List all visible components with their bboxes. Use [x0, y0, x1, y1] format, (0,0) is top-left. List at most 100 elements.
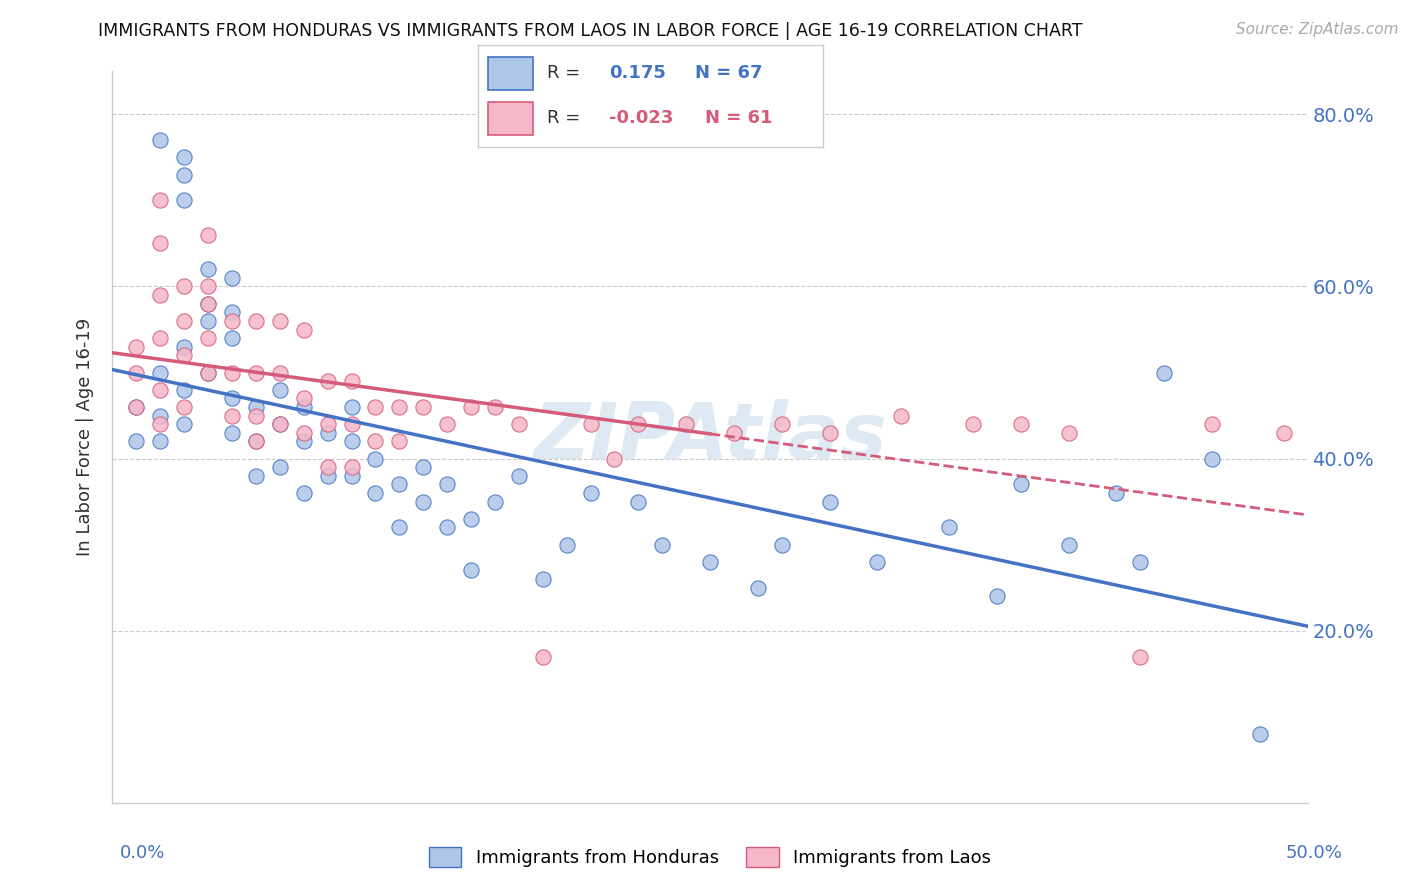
Point	[627, 417, 650, 432]
Point	[388, 400, 411, 414]
Point	[866, 555, 889, 569]
Point	[197, 262, 219, 277]
Point	[340, 374, 363, 388]
Point	[221, 305, 243, 319]
Point	[555, 538, 578, 552]
Point	[316, 374, 339, 388]
Bar	[488, 57, 533, 90]
Point	[699, 555, 721, 569]
Text: N = 67: N = 67	[695, 64, 762, 82]
Point	[245, 468, 267, 483]
Text: R =: R =	[547, 110, 581, 128]
Point	[316, 425, 339, 440]
Point	[245, 366, 267, 380]
Point	[245, 400, 267, 414]
Point	[1272, 425, 1295, 440]
Point	[412, 460, 434, 475]
Point	[1201, 451, 1223, 466]
Point	[173, 194, 195, 208]
Point	[316, 417, 339, 432]
Point	[269, 383, 291, 397]
Point	[364, 400, 387, 414]
Point	[770, 538, 793, 552]
Point	[818, 425, 841, 440]
Text: 0.0%: 0.0%	[120, 844, 165, 862]
Point	[292, 392, 315, 406]
Point	[149, 417, 172, 432]
Point	[125, 340, 148, 354]
Point	[173, 314, 195, 328]
Point	[149, 434, 172, 449]
Point	[269, 417, 291, 432]
Point	[221, 331, 243, 345]
Point	[197, 279, 219, 293]
Point	[316, 460, 339, 475]
Point	[1153, 366, 1175, 380]
Point	[149, 236, 172, 251]
Point	[125, 366, 148, 380]
Point	[221, 392, 243, 406]
Point	[149, 366, 172, 380]
Point	[484, 400, 506, 414]
Point	[508, 468, 530, 483]
Point	[412, 494, 434, 508]
Point	[292, 400, 315, 414]
Point	[340, 400, 363, 414]
Point	[460, 564, 482, 578]
Point	[173, 150, 195, 164]
Point	[436, 417, 458, 432]
Point	[245, 314, 267, 328]
Point	[292, 322, 315, 336]
Point	[125, 400, 148, 414]
Bar	[488, 102, 533, 135]
Point	[149, 133, 172, 147]
Point	[436, 520, 458, 534]
Point	[269, 314, 291, 328]
Text: R =: R =	[547, 64, 581, 82]
Point	[675, 417, 697, 432]
Point	[149, 383, 172, 397]
Point	[818, 494, 841, 508]
Point	[651, 538, 673, 552]
Point	[484, 494, 506, 508]
Point	[1010, 417, 1032, 432]
Point	[292, 486, 315, 500]
Point	[531, 649, 554, 664]
Point	[173, 400, 195, 414]
Point	[1201, 417, 1223, 432]
Point	[245, 434, 267, 449]
Point	[1057, 425, 1080, 440]
Point	[197, 227, 219, 242]
Point	[412, 400, 434, 414]
Point	[173, 383, 195, 397]
Point	[436, 477, 458, 491]
Point	[173, 340, 195, 354]
Point	[364, 451, 387, 466]
Point	[723, 425, 745, 440]
Point	[197, 314, 219, 328]
Point	[221, 425, 243, 440]
Point	[890, 409, 912, 423]
Point	[197, 331, 219, 345]
Point	[460, 400, 482, 414]
Point	[221, 409, 243, 423]
Point	[1249, 727, 1271, 741]
Point	[962, 417, 984, 432]
Text: IMMIGRANTS FROM HONDURAS VS IMMIGRANTS FROM LAOS IN LABOR FORCE | AGE 16-19 CORR: IMMIGRANTS FROM HONDURAS VS IMMIGRANTS F…	[98, 22, 1083, 40]
Point	[245, 409, 267, 423]
Point	[460, 512, 482, 526]
Point	[173, 168, 195, 182]
Point	[269, 417, 291, 432]
Point	[125, 434, 148, 449]
Point	[340, 460, 363, 475]
Point	[603, 451, 626, 466]
Point	[149, 288, 172, 302]
Point	[531, 572, 554, 586]
Point	[221, 271, 243, 285]
Y-axis label: In Labor Force | Age 16-19: In Labor Force | Age 16-19	[76, 318, 94, 557]
Point	[770, 417, 793, 432]
Point	[197, 366, 219, 380]
Point	[340, 434, 363, 449]
Point	[173, 348, 195, 362]
Point	[269, 366, 291, 380]
